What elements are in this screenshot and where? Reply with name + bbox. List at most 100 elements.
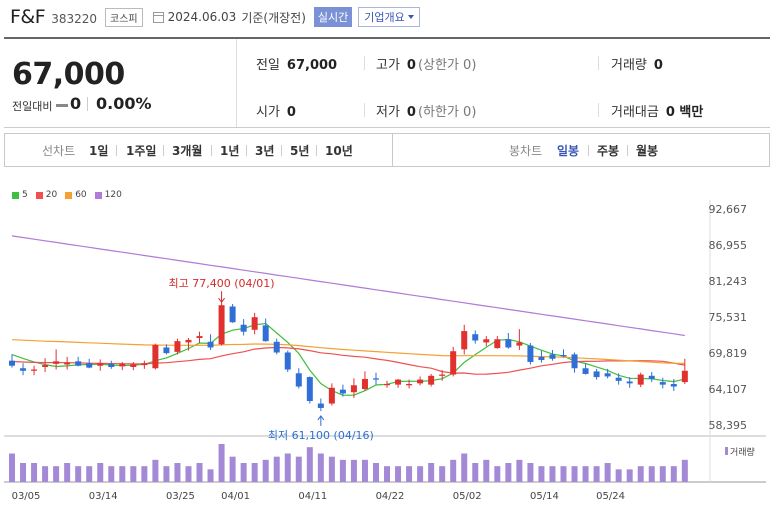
candle-body [163, 347, 170, 354]
arrow-down-icon [218, 297, 225, 304]
x-tick-label: 05/24 [596, 491, 625, 502]
divider [364, 56, 365, 70]
axes: 92,667 86,955 81,243 75,531 69,819 64,107 58,3… [12, 203, 755, 502]
volume-bar [637, 466, 644, 482]
candle-body [604, 373, 611, 377]
volume-bar [64, 463, 71, 482]
trade-amount: 거래대금 0 백만 [611, 101, 703, 120]
volume-bar [9, 453, 15, 482]
candle-body [9, 360, 15, 366]
candle-body [361, 378, 368, 390]
volume-bar [361, 459, 368, 482]
divider [364, 103, 365, 117]
divider [246, 145, 247, 156]
chevron-down-icon [407, 15, 414, 19]
y-tick-label: 86,955 [709, 239, 748, 252]
tab-5y[interactable]: 5년 [290, 144, 310, 158]
volume-bar [494, 466, 501, 482]
y-tick-label: 92,667 [709, 203, 748, 216]
volume-bar [582, 466, 589, 482]
open-value: 0 [286, 105, 296, 120]
open-price: 시가 0 [256, 101, 296, 120]
y-tick-label: 81,243 [709, 275, 748, 288]
candle-body [174, 341, 181, 352]
low-annotation: 최저 61,100 (04/16) [268, 429, 374, 442]
candle-body [439, 374, 446, 376]
amount-label: 거래대금 [611, 105, 659, 120]
candle-body [328, 387, 335, 404]
low-value: 0 [406, 105, 416, 120]
volume-bar [417, 466, 424, 482]
volume-bar [240, 463, 247, 482]
tab-10y[interactable]: 10년 [325, 144, 353, 158]
volume-bar [207, 469, 214, 482]
volume-bar [251, 463, 258, 482]
candle-body [428, 375, 435, 385]
x-tick-label: 05/02 [453, 491, 482, 502]
volume-bar [306, 447, 313, 482]
volume-bar [174, 463, 181, 482]
prev-close: 전일 67,000 [256, 54, 337, 73]
quote-basis: 기준(개장전) [241, 10, 306, 25]
ma5-line [11, 322, 685, 396]
realtime-button[interactable]: 실시간 [313, 7, 353, 27]
company-overview-label: 기업개요 [364, 11, 405, 24]
candle-body [295, 373, 302, 387]
current-price: 67,000 [12, 57, 125, 92]
price-summary: 67,000 전일대비 0 0.00% [4, 39, 236, 127]
change-value: 0 [70, 94, 82, 113]
volume-bar [483, 459, 490, 482]
volume-legend-swatch [725, 447, 728, 455]
volume-bar [328, 456, 335, 482]
tab-monthly[interactable]: 월봉 [636, 144, 659, 158]
tab-weekly[interactable]: 주봉 [597, 144, 620, 158]
change-label: 전일대비 [12, 100, 53, 113]
volume-bar [571, 466, 578, 482]
volume-bar [350, 459, 357, 482]
y-tick-label: 64,107 [709, 383, 748, 396]
volume-bar [75, 466, 82, 482]
volume-bar [119, 466, 126, 482]
line-chart-heading: 선차트 [42, 144, 76, 158]
divider [316, 145, 317, 156]
candle-body [130, 364, 137, 367]
stock-code: 383220 [51, 11, 97, 26]
legend-ma120[interactable]: 120 [94, 190, 122, 200]
legend-ma60[interactable]: 60 [65, 190, 87, 200]
candle-body [53, 361, 60, 364]
divider [588, 145, 589, 156]
volume-bar [295, 456, 302, 482]
company-overview-dropdown[interactable]: 기업개요 [358, 7, 420, 27]
divider [116, 145, 117, 156]
tab-1w[interactable]: 1주일 [126, 144, 157, 158]
volume-bar [108, 466, 115, 482]
tab-3y[interactable]: 3년 [255, 144, 275, 158]
legend-ma20[interactable]: 20 [35, 190, 57, 200]
calendar-icon [152, 11, 164, 23]
prev-close-label: 전일 [256, 58, 280, 73]
volume-bar [284, 453, 291, 482]
volume-bar [428, 463, 435, 482]
low-label: 저가 [376, 105, 400, 120]
volume-bar [549, 466, 556, 482]
candle-body [461, 331, 468, 350]
candle-body [42, 365, 49, 367]
ma60-line [11, 339, 685, 364]
tab-1d[interactable]: 1일 [89, 144, 109, 158]
legend-ma5[interactable]: 5 [12, 190, 28, 200]
tab-daily[interactable]: 일봉 [557, 144, 580, 158]
amount-value: 0 백만 [665, 105, 704, 120]
candle-body [350, 385, 357, 393]
tab-3m[interactable]: 3개월 [172, 144, 203, 158]
tab-1y[interactable]: 1년 [220, 144, 240, 158]
volume-bar [648, 466, 655, 482]
volume-bar [372, 463, 379, 482]
candle-body [31, 369, 38, 371]
divider [236, 39, 237, 127]
volume-bar [384, 466, 391, 482]
flat-icon [56, 104, 68, 107]
change-rate: 0.00% [96, 94, 152, 113]
candle-body [152, 344, 159, 369]
y-tick-label: 69,819 [709, 347, 748, 360]
